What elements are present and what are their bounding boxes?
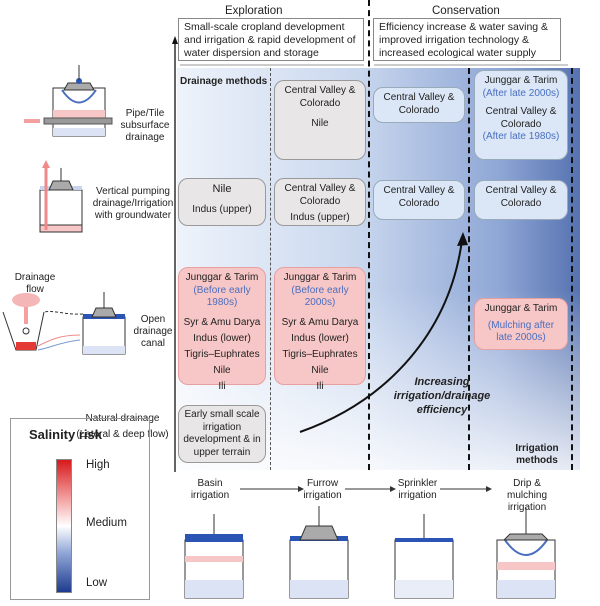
exploration-description: Small-scale cropland development and irr… — [178, 18, 364, 61]
label-open-canal: Open drainage canal — [133, 314, 173, 349]
cell-basin-vertical: Nile Indus (upper) — [178, 178, 266, 226]
cell-drip-pipe: Junggar & Tarim (After late 2000s) Centra… — [474, 70, 568, 160]
phase-exploration: Exploration — [225, 5, 283, 17]
divider — [270, 68, 271, 470]
trend-label: Increasing irrigation/drainage efficienc… — [393, 376, 491, 416]
conservation-description: Efficiency increase & water saving & imp… — [373, 18, 561, 61]
furrow-irrigation-icon — [289, 506, 349, 599]
irrigation-axis-label: Irrigation methods — [515, 443, 559, 466]
phase-conservation: Conservation — [432, 5, 500, 17]
legend-medium: Medium — [86, 517, 127, 529]
drainage-illustrations — [2, 65, 126, 355]
cell-furrow-canal: Junggar & Tarim (Before early 2000s) Syr … — [274, 267, 366, 392]
pipe-drainage-icon — [24, 65, 113, 137]
irrigation-sprinkler: Sprinkler irrigation — [397, 478, 438, 501]
cell-basin-canal: Junggar & Tarim (Before early 1980s) Syr … — [178, 267, 266, 392]
divider — [571, 68, 573, 470]
salinity-legend: Salinity risk High Medium Low — [10, 418, 150, 600]
drip-irrigation-icon — [496, 508, 556, 599]
label-pipe-drainage: Pipe/Tile subsurface drainage — [120, 108, 170, 143]
irrigation-illustrations — [184, 506, 556, 599]
legend-title: Salinity risk — [29, 427, 102, 442]
vertical-pumping-icon — [39, 160, 83, 233]
cell-sprinkler-pipe: Central Valley & Colorado — [373, 87, 465, 123]
cell-drip-vertical: Central Valley & Colorado — [474, 180, 568, 220]
irrigation-furrow: Furrow irrigation — [303, 478, 342, 501]
divider — [468, 68, 470, 470]
cell-furrow-vertical: Central Valley & Colorado Indus (upper) — [274, 178, 366, 226]
legend-low: Low — [86, 577, 108, 589]
cell-drip-canal: Junggar & Tarim (Mulching after late 2000… — [474, 298, 568, 350]
cell-sprinkler-vertical: Central Valley & Colorado — [373, 180, 465, 220]
drainage-axis-label: Drainage methods — [180, 76, 268, 87]
legend-colorbar — [56, 459, 72, 593]
phase-divider — [368, 0, 370, 470]
open-canal-icon — [2, 292, 126, 355]
cell-basin-natural: Early small scale irrigation development… — [178, 405, 266, 463]
sprinkler-irrigation-icon — [394, 514, 454, 599]
irrigation-drip: Drip & mulching irrigation — [506, 478, 548, 513]
legend-high: High — [86, 459, 110, 471]
irrigation-basin: Basin irrigation — [190, 478, 230, 501]
label-vertical-drainage: Vertical pumping drainage/Irrigation wit… — [92, 186, 174, 221]
label-drainage-flow: Drainage flow — [14, 272, 56, 295]
cell-furrow-pipe: Central Valley & Colorado Nile — [274, 80, 366, 160]
basin-irrigation-icon — [184, 514, 244, 599]
